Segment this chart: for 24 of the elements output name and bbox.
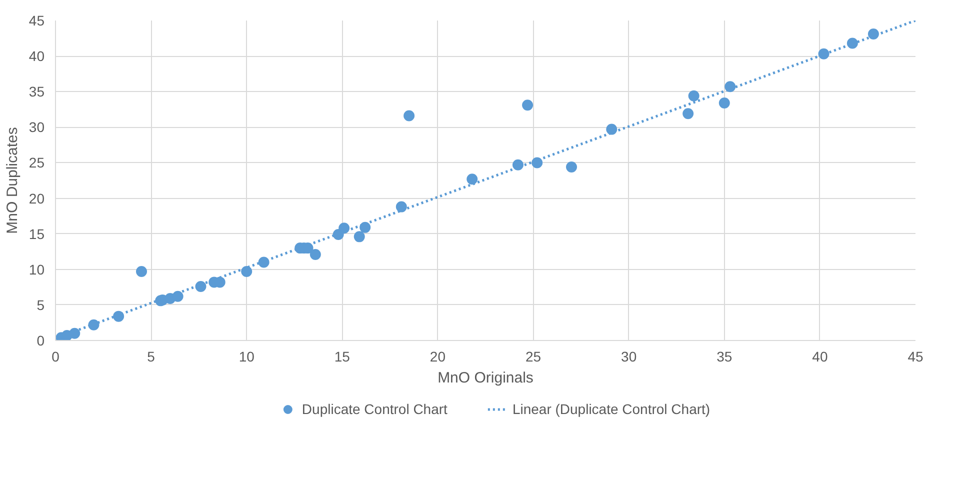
y-tick-label: 20 [28,190,45,206]
x-tick-label: 40 [812,348,828,364]
y-axis-title: MnO Duplicates [4,127,21,234]
x-tick-label: 30 [621,348,637,364]
x-tick-label: 5 [147,348,156,364]
x-tick-label: 35 [716,348,732,364]
y-tick-label: 45 [28,12,45,28]
legend-label: Duplicate Control Chart [302,401,448,417]
y-tick-label: 25 [28,154,45,171]
x-tick-label: 20 [430,348,446,364]
y-tick-label: 15 [28,226,45,242]
legend-label: Linear (Duplicate Control Chart) [512,401,710,417]
y-tick-label: 40 [28,48,45,64]
y-tick-label: 35 [28,84,45,100]
x-tick-label: 0 [52,348,60,364]
x-tick-label: 25 [525,348,542,364]
y-tick-label: 0 [36,332,45,348]
y-tick-label: 5 [36,296,45,313]
x-tick-label: 45 [908,348,924,364]
x-axis-title: MnO Originals [438,370,534,386]
x-tick-label: 10 [238,348,255,364]
x-tick-label: 15 [334,348,350,364]
y-tick-label: 30 [28,119,45,136]
y-tick-label: 10 [28,261,45,278]
